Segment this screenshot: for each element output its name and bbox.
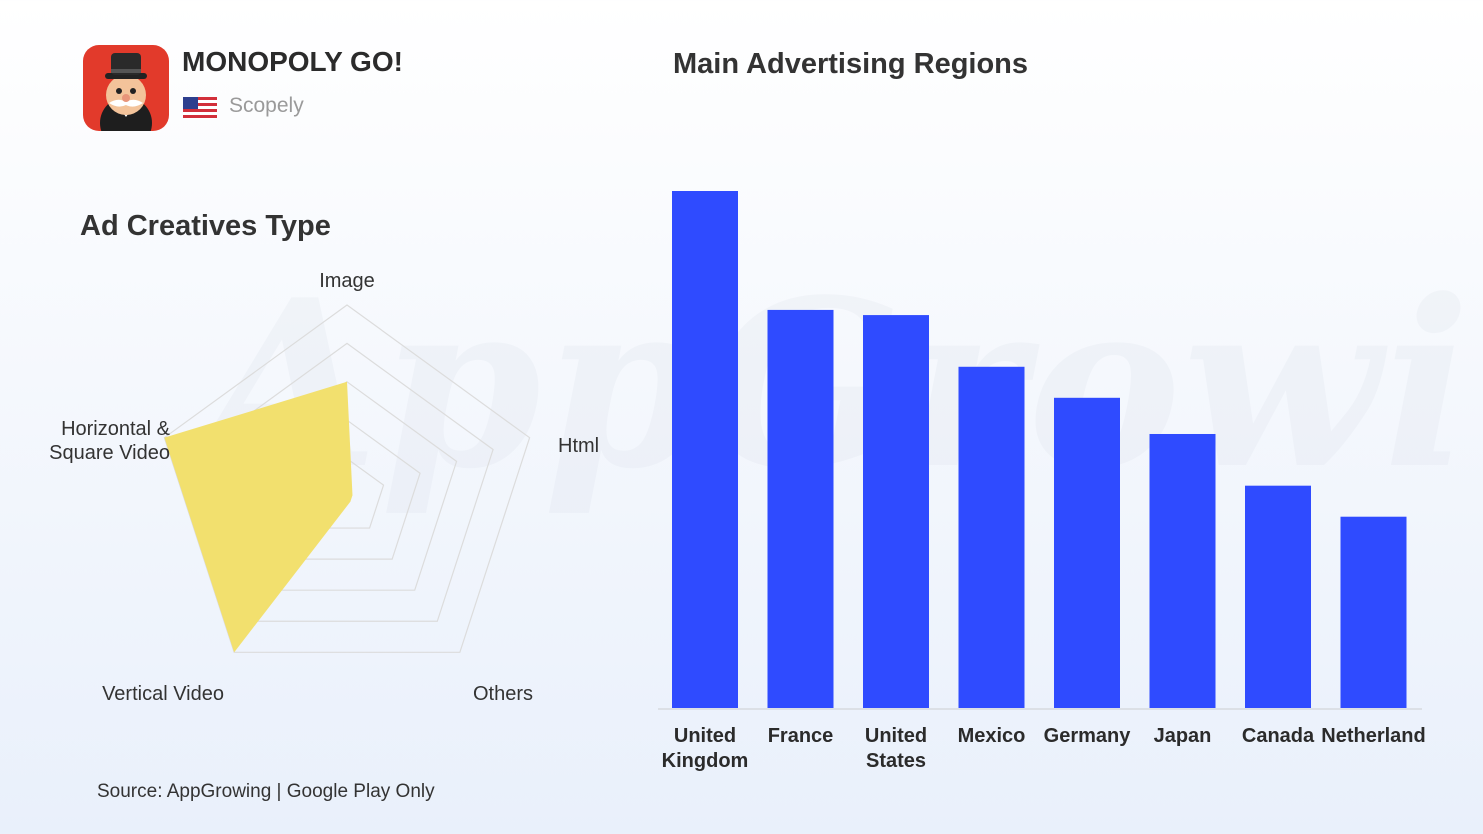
radar-series-area (164, 381, 353, 653)
x-tick-label: United States (865, 725, 927, 772)
source-note: Source: AppGrowing | Google Play Only (97, 781, 435, 802)
x-tick-label: Canada (1242, 725, 1315, 747)
monopoly-man-icon (83, 45, 169, 131)
radar-axis-label: Html (558, 435, 599, 457)
bar (863, 315, 929, 708)
bar (1340, 516, 1407, 708)
publisher-name: Scopely (229, 94, 304, 117)
x-tick-label: France (768, 725, 834, 747)
bar (767, 309, 834, 708)
x-tick-label: Japan (1154, 725, 1212, 747)
x-tick-label: United Kingdom (662, 725, 749, 772)
x-tick-label: Netherland (1321, 725, 1425, 747)
bar-chart-title: Main Advertising Regions (673, 48, 1029, 80)
bar (672, 191, 738, 708)
bar (1245, 485, 1311, 708)
radar-axis-label: Others (473, 683, 533, 705)
bar (958, 366, 1025, 708)
ad-creatives-radar-chart: Image Html Others Vertical Video Horizontal … (49, 270, 599, 705)
radar-axis-label: Image (319, 270, 375, 292)
app-title: MONOPOLY GO! (182, 46, 403, 77)
x-tick-label: Germany (1044, 725, 1132, 747)
us-flag-icon (183, 97, 217, 119)
bar (1149, 433, 1216, 708)
radar-axis-label: Horizontal & Square Video (49, 418, 171, 464)
bar (1054, 397, 1120, 708)
radar-chart-title: Ad Creatives Type (80, 210, 331, 242)
radar-ring (163, 304, 531, 653)
radar-axis-label: Vertical Video (102, 683, 224, 705)
x-tick-label: Mexico (958, 725, 1026, 747)
advertising-regions-bar-chart: United Kingdom France United States Mexico Ger… (658, 191, 1426, 772)
